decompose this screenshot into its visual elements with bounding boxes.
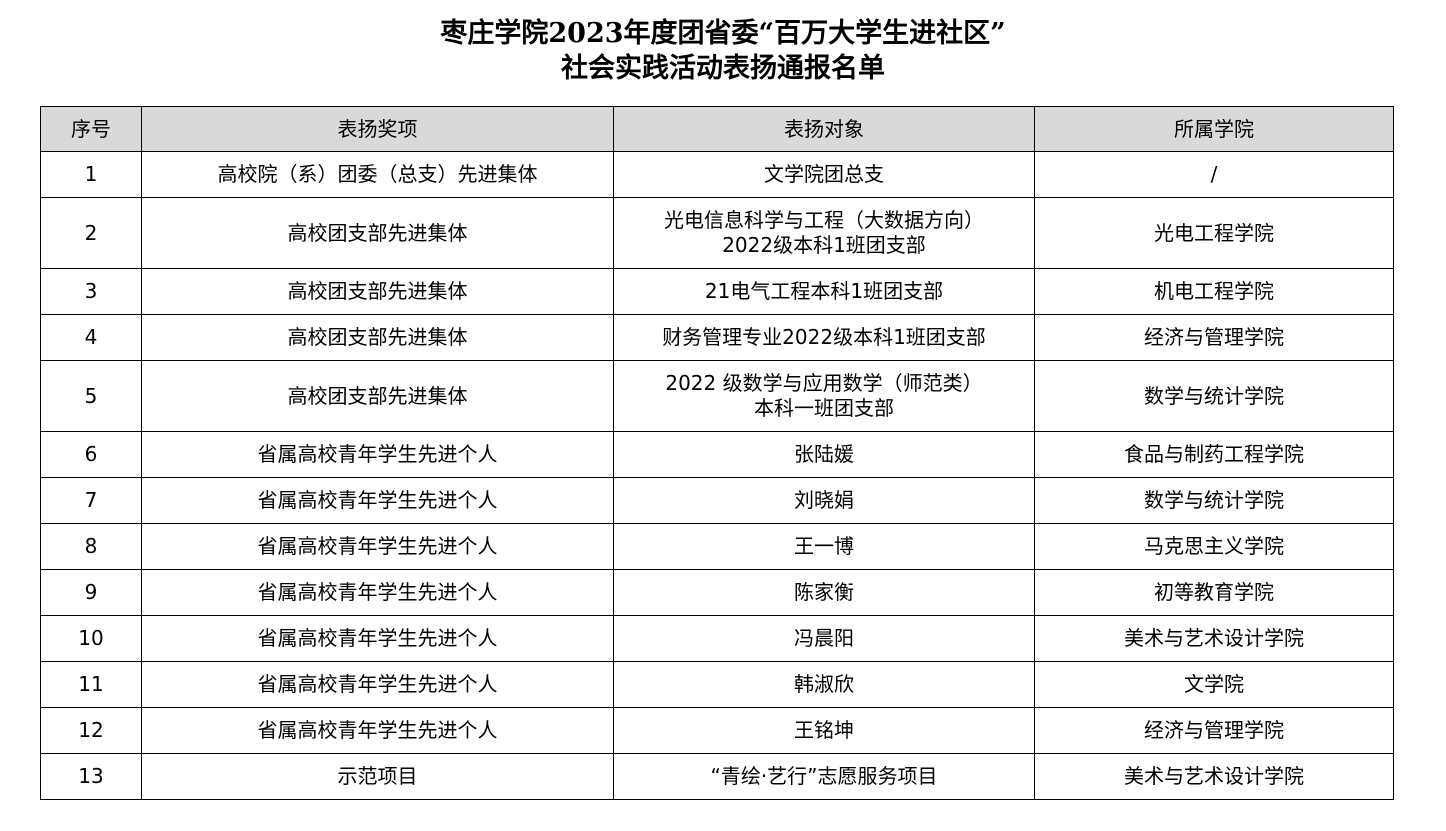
cell-college: 数学与统计学院 bbox=[1034, 360, 1394, 432]
table-row: 7 省属高校青年学生先进个人 刘晓娟 数学与统计学院 bbox=[40, 477, 1394, 524]
cell-target: 韩淑欣 bbox=[613, 661, 1035, 708]
cell-award: 省属高校青年学生先进个人 bbox=[141, 569, 614, 616]
cell-no: 4 bbox=[40, 314, 142, 361]
table-row: 12 省属高校青年学生先进个人 王铭坤 经济与管理学院 bbox=[40, 707, 1394, 754]
target-line-1: 刘晓娟 bbox=[794, 488, 854, 512]
cell-award: 省属高校青年学生先进个人 bbox=[141, 661, 614, 708]
table-row: 11 省属高校青年学生先进个人 韩淑欣 文学院 bbox=[40, 661, 1394, 708]
header-college: 所属学院 bbox=[1034, 106, 1394, 152]
target-line-2: 2022级本科1班团支部 bbox=[722, 233, 926, 257]
header-award: 表扬奖项 bbox=[141, 106, 614, 152]
cell-award: 高校院（系）团委（总支）先进集体 bbox=[141, 151, 614, 198]
cell-award: 示范项目 bbox=[141, 753, 614, 800]
table-header-row: 序号 表扬奖项 表扬对象 所属学院 bbox=[40, 106, 1394, 152]
cell-no: 6 bbox=[40, 431, 142, 478]
cell-college: 数学与统计学院 bbox=[1034, 477, 1394, 524]
cell-award: 省属高校青年学生先进个人 bbox=[141, 523, 614, 570]
cell-award: 省属高校青年学生先进个人 bbox=[141, 431, 614, 478]
cell-no: 3 bbox=[40, 268, 142, 315]
cell-no: 11 bbox=[40, 661, 142, 708]
table-row: 6 省属高校青年学生先进个人 张陆媛 食品与制药工程学院 bbox=[40, 431, 1394, 478]
cell-target: 文学院团总支 bbox=[613, 151, 1035, 198]
target-line-1: “青绘·艺行”志愿服务项目 bbox=[710, 764, 938, 788]
cell-target: 王铭坤 bbox=[613, 707, 1035, 754]
target-line-1: 王一博 bbox=[794, 534, 854, 558]
cell-college: 文学院 bbox=[1034, 661, 1394, 708]
table-row: 9 省属高校青年学生先进个人 陈家衡 初等教育学院 bbox=[40, 569, 1394, 616]
table-row: 13 示范项目 “青绘·艺行”志愿服务项目 美术与艺术设计学院 bbox=[40, 753, 1394, 800]
cell-college: 经济与管理学院 bbox=[1034, 707, 1394, 754]
target-line-1: 冯晨阳 bbox=[794, 626, 854, 650]
cell-award: 省属高校青年学生先进个人 bbox=[141, 707, 614, 754]
cell-no: 7 bbox=[40, 477, 142, 524]
table-row: 4 高校团支部先进集体 财务管理专业2022级本科1班团支部 经济与管理学院 bbox=[40, 314, 1394, 361]
target-line-2: 本科一班团支部 bbox=[754, 396, 894, 420]
cell-target: “青绘·艺行”志愿服务项目 bbox=[613, 753, 1035, 800]
target-line-1: 王铭坤 bbox=[794, 718, 854, 742]
commendation-table: 序号 表扬奖项 表扬对象 所属学院 1 高校院（系）团委（总支）先进集体 文学院团总… bbox=[40, 106, 1394, 800]
cell-college: / bbox=[1034, 151, 1394, 198]
cell-award: 高校团支部先进集体 bbox=[141, 360, 614, 432]
cell-target: 陈家衡 bbox=[613, 569, 1035, 616]
target-line-1: 陈家衡 bbox=[794, 580, 854, 604]
cell-college: 经济与管理学院 bbox=[1034, 314, 1394, 361]
cell-target: 冯晨阳 bbox=[613, 615, 1035, 662]
header-no: 序号 bbox=[40, 106, 142, 152]
target-line-1: 财务管理专业2022级本科1班团支部 bbox=[662, 325, 986, 349]
cell-target: 张陆媛 bbox=[613, 431, 1035, 478]
cell-award: 高校团支部先进集体 bbox=[141, 268, 614, 315]
table-row: 2 高校团支部先进集体 光电信息科学与工程（大数据方向） 2022级本科1班团支部 光电… bbox=[40, 197, 1394, 269]
cell-target: 21电气工程本科1班团支部 bbox=[613, 268, 1035, 315]
target-line-1: 韩淑欣 bbox=[794, 672, 854, 696]
cell-college: 美术与艺术设计学院 bbox=[1034, 753, 1394, 800]
cell-target: 刘晓娟 bbox=[613, 477, 1035, 524]
cell-no: 9 bbox=[40, 569, 142, 616]
cell-award: 高校团支部先进集体 bbox=[141, 314, 614, 361]
target-line-1: 文学院团总支 bbox=[764, 162, 884, 186]
table-row: 10 省属高校青年学生先进个人 冯晨阳 美术与艺术设计学院 bbox=[40, 615, 1394, 662]
cell-college: 机电工程学院 bbox=[1034, 268, 1394, 315]
title-line-1: 枣庄学院2023年度团省委“百万大学生进社区” bbox=[440, 18, 1006, 49]
table-row: 3 高校团支部先进集体 21电气工程本科1班团支部 机电工程学院 bbox=[40, 268, 1394, 315]
cell-college: 美术与艺术设计学院 bbox=[1034, 615, 1394, 662]
table-row: 8 省属高校青年学生先进个人 王一博 马克思主义学院 bbox=[40, 523, 1394, 570]
cell-no: 10 bbox=[40, 615, 142, 662]
cell-no: 5 bbox=[40, 360, 142, 432]
cell-target: 财务管理专业2022级本科1班团支部 bbox=[613, 314, 1035, 361]
target-line-1: 光电信息科学与工程（大数据方向） bbox=[664, 208, 984, 232]
table-row: 1 高校院（系）团委（总支）先进集体 文学院团总支 / bbox=[40, 151, 1394, 198]
target-line-1: 2022 级数学与应用数学（师范类） bbox=[665, 371, 983, 395]
cell-college: 马克思主义学院 bbox=[1034, 523, 1394, 570]
cell-college: 光电工程学院 bbox=[1034, 197, 1394, 269]
cell-no: 8 bbox=[40, 523, 142, 570]
target-line-1: 张陆媛 bbox=[794, 442, 854, 466]
target-line-1: 21电气工程本科1班团支部 bbox=[704, 279, 944, 303]
cell-award: 高校团支部先进集体 bbox=[141, 197, 614, 269]
cell-college: 食品与制药工程学院 bbox=[1034, 431, 1394, 478]
cell-no: 12 bbox=[40, 707, 142, 754]
cell-target: 2022 级数学与应用数学（师范类） 本科一班团支部 bbox=[613, 360, 1035, 432]
cell-college: 初等教育学院 bbox=[1034, 569, 1394, 616]
table-row: 5 高校团支部先进集体 2022 级数学与应用数学（师范类） 本科一班团支部 数学与统计… bbox=[40, 360, 1394, 432]
title-line-2: 社会实践活动表扬通报名单 bbox=[561, 53, 885, 84]
cell-award: 省属高校青年学生先进个人 bbox=[141, 477, 614, 524]
cell-award: 省属高校青年学生先进个人 bbox=[141, 615, 614, 662]
cell-no: 1 bbox=[40, 151, 142, 198]
cell-target: 王一博 bbox=[613, 523, 1035, 570]
cell-no: 13 bbox=[40, 753, 142, 800]
cell-target: 光电信息科学与工程（大数据方向） 2022级本科1班团支部 bbox=[613, 197, 1035, 269]
cell-no: 2 bbox=[40, 197, 142, 269]
header-target: 表扬对象 bbox=[613, 106, 1035, 152]
